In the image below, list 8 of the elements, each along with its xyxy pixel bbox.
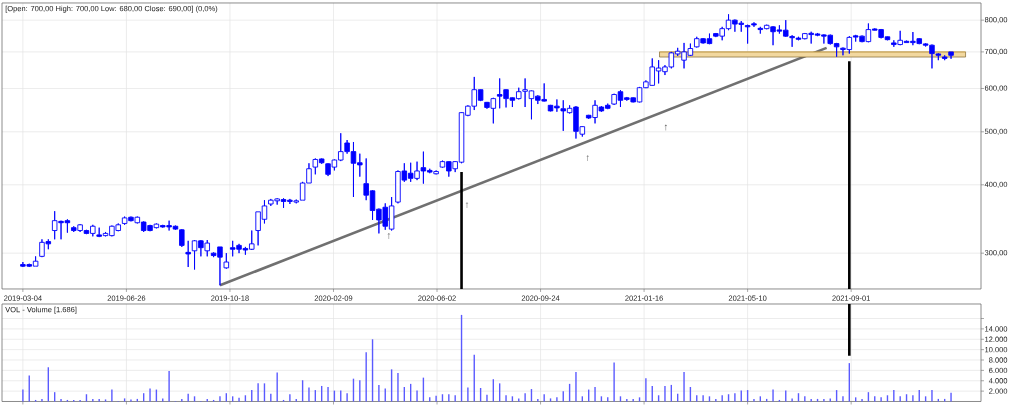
annotation: ↑: [664, 124, 668, 131]
candlestick: [223, 252, 230, 270]
candlestick: [185, 240, 191, 268]
annotation: ↑: [586, 155, 589, 162]
annotation: ↑: [465, 202, 469, 209]
annotation: ↑: [387, 232, 391, 239]
candlestick: [948, 51, 954, 60]
candlestick: [941, 54, 948, 61]
